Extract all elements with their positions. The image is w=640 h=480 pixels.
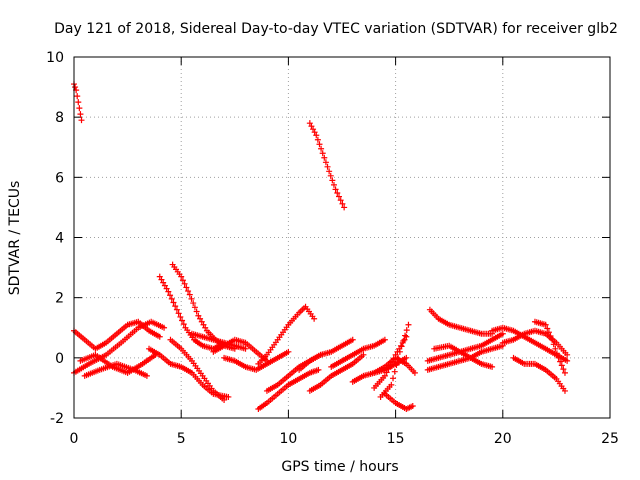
x-ticks: 0 5 10 15 20 25 [70, 57, 619, 447]
y-tick-label: 0 [55, 351, 64, 367]
data-point-markers [307, 120, 347, 210]
x-tick-label: 25 [601, 431, 619, 447]
data-points [71, 81, 570, 412]
x-tick-label: 10 [279, 431, 297, 447]
data-point-markers [427, 307, 495, 337]
y-tick-label: -2 [50, 411, 64, 427]
data-point-markers [511, 355, 568, 394]
sdtvar-chart: Day 121 of 2018, Sidereal Day-to-day VTE… [0, 0, 640, 480]
y-tick-label: 10 [46, 50, 64, 66]
data-point-markers [328, 337, 388, 370]
x-tick-label: 20 [494, 431, 512, 447]
data-series-arc-23 [382, 391, 416, 412]
y-tick-label: 4 [55, 231, 64, 247]
x-tick-label: 0 [70, 431, 79, 447]
data-series-arc-32 [511, 355, 568, 394]
y-tick-label: 2 [55, 291, 64, 307]
data-series-arc-19 [328, 337, 388, 370]
chart-title: Day 121 of 2018, Sidereal Day-to-day VTE… [54, 21, 618, 37]
x-axis-label: GPS time / hours [281, 459, 398, 475]
y-tick-label: 6 [55, 170, 64, 186]
data-series-arc-25 [427, 307, 495, 337]
y-axis-label: SDTVAR / TECUs [7, 181, 23, 296]
data-series-arc-02 [307, 120, 347, 210]
y-tick-label: 8 [55, 110, 64, 126]
data-point-markers [382, 391, 416, 412]
x-tick-label: 5 [177, 431, 186, 447]
x-tick-label: 15 [387, 431, 405, 447]
